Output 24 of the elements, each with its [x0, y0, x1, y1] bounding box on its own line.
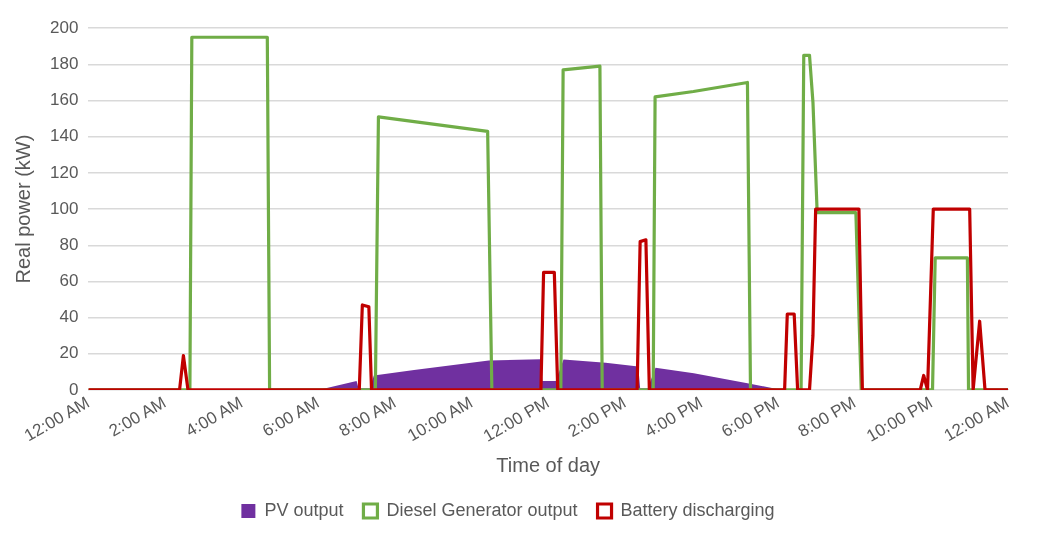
x-tick-label: 2:00 AM: [105, 392, 170, 441]
legend-label: PV output: [264, 499, 344, 520]
x-tick-label: 8:00 PM: [794, 392, 860, 441]
x-tick-label: 4:00 AM: [182, 392, 246, 441]
y-axis-title: Real power (kW): [11, 134, 34, 284]
y-tick-label: 180: [49, 54, 79, 74]
y-tick-label: 120: [49, 162, 79, 182]
x-tick-label: 6:00 AM: [259, 392, 323, 441]
x-tick-label: 2:00 PM: [564, 392, 630, 441]
y-tick-label: 0: [68, 379, 79, 399]
x-tick-label: 4:00 PM: [641, 392, 706, 441]
legend-label: Battery discharging: [620, 499, 775, 520]
x-axis-title: Time of day: [496, 453, 601, 476]
y-tick-label: 60: [59, 271, 79, 291]
x-tick-label: 8:00 AM: [335, 392, 400, 441]
y-tick-label: 20: [59, 343, 79, 363]
y-tick-label: 80: [59, 234, 79, 254]
y-tick-label: 140: [49, 126, 79, 146]
y-tick-label: 160: [49, 90, 79, 110]
y-tick-label: 40: [59, 307, 79, 327]
x-tick-label: 6:00 PM: [718, 392, 783, 441]
legend-label: Diesel Generator output: [386, 499, 578, 520]
y-tick-label: 200: [49, 17, 79, 37]
y-tick-label: 100: [49, 198, 79, 218]
